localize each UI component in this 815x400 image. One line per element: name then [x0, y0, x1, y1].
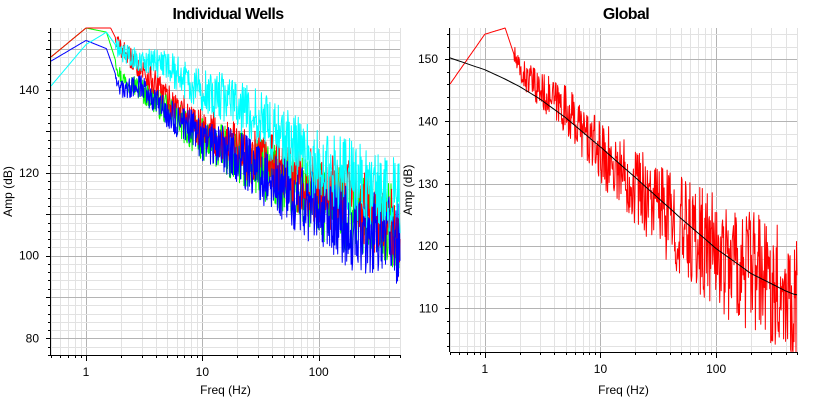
x-tick-label: 1: [83, 365, 90, 379]
x-axis-label: Freq (Hz): [598, 383, 649, 397]
series-line-3: [50, 40, 401, 284]
y-tick-label: 100: [19, 249, 39, 263]
y-axis-label: Amp (dB): [1, 166, 15, 217]
chart-panel-1: 1 10 100 80 100 120 140 Individual Wells Freq (H…: [1, 6, 401, 397]
y-tick-label: 120: [418, 239, 438, 253]
x-tick-label: 100: [309, 365, 329, 379]
y-tick-label: 140: [418, 114, 438, 128]
x-tick-label: 100: [706, 362, 726, 376]
y-tick-label: 150: [418, 52, 438, 66]
x-tick-label: 1: [481, 362, 488, 376]
grid: [450, 28, 798, 352]
series-line-2: [449, 57, 798, 296]
x-tick-label: 10: [196, 365, 210, 379]
y-tick-label: 130: [418, 177, 438, 191]
series-line-1: [449, 27, 798, 353]
y-axis-label: Amp (dB): [401, 165, 415, 216]
chart-title: Global: [603, 6, 649, 23]
y-tick-label: 80: [26, 331, 40, 345]
y-tick-label: 120: [19, 166, 39, 180]
y-tick-label: 140: [19, 83, 39, 97]
x-axis-label: Freq (Hz): [200, 383, 251, 397]
series-line-4: [50, 31, 401, 234]
series-group: [449, 27, 798, 353]
series-group: [50, 27, 401, 284]
x-tick-label: 10: [594, 362, 608, 376]
y-tick-label: 110: [419, 301, 438, 315]
chart-title: Individual Wells: [172, 6, 284, 23]
